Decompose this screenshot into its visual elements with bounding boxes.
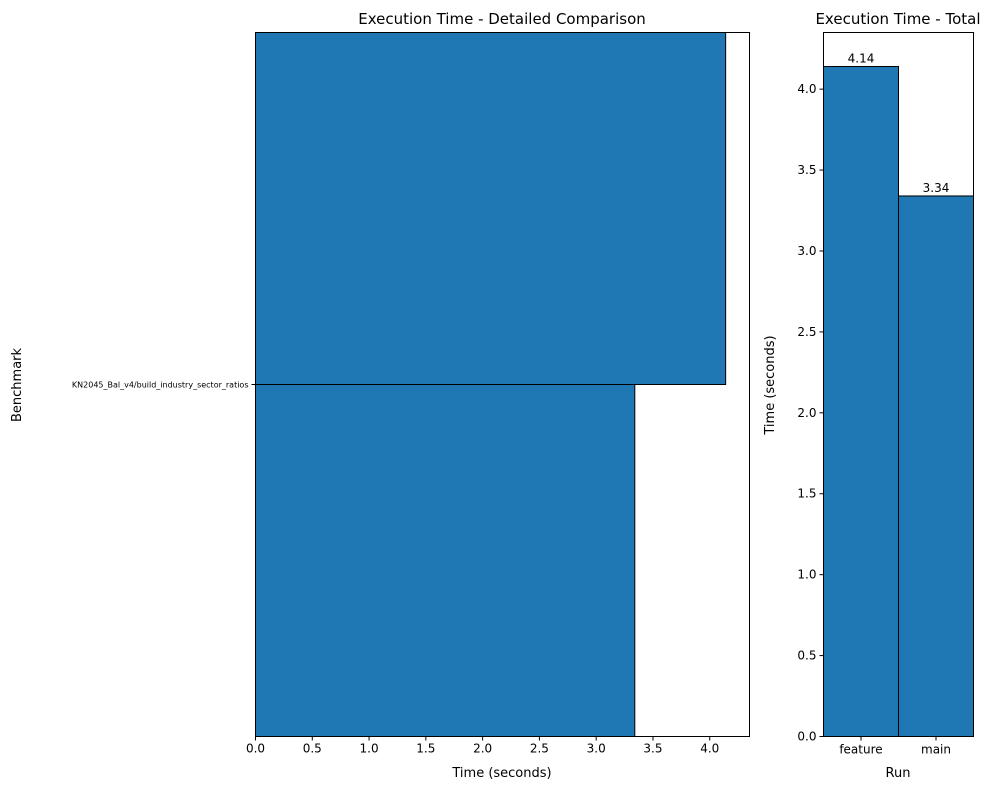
right-bar-value-label: 4.14 [848,51,875,65]
right-data-labels: 4.14 3.34 [848,51,950,194]
left-bar-series-2 [255,384,636,737]
left-x-tick-label: 0.0 [246,742,265,756]
right-y-tick-label: 2.5 [797,325,816,339]
right-y-tick-label: 3.5 [797,163,816,177]
left-chart-title: Execution Time - Detailed Comparison [358,10,646,28]
left-x-tick-label: 1.5 [416,742,435,756]
left-x-tick-label: 3.5 [643,742,662,756]
left-x-tick-label: 0.5 [303,742,322,756]
right-bar-feature [823,65,899,737]
right-y-ticks: 0.0 0.5 1.0 1.5 2.0 2.5 3.0 3.5 4.0 [797,82,824,744]
detailed-comparison-panel: Execution Time - Detailed Comparison 0.0… [10,10,750,781]
left-x-axis-label: Time (seconds) [451,766,551,781]
total-panel: Execution Time - Total feature main 0.00.… [763,10,981,781]
right-bar-main [898,195,974,738]
right-chart-title: Execution Time - Total [815,10,980,28]
right-y-tick-label: 4.0 [797,82,816,96]
left-y-tick-label: KN2045_Bal_v4/build_industry_sector_rati… [72,381,249,390]
left-x-ticks: 0.0 0.5 1.0 1.5 2.0 2.5 3.0 3.5 4.0 [246,736,719,756]
left-x-tick-label: 3.0 [587,742,606,756]
right-y-tick-label: 1.5 [797,487,816,501]
right-y-tick-label: 0.5 [797,649,816,663]
right-x-ticks: feature main [839,736,951,757]
right-y-tick-label: 3.0 [797,244,816,258]
right-bar-value-label: 3.34 [923,181,950,195]
left-x-tick-label: 2.5 [530,742,549,756]
right-x-axis-label: Run [886,766,911,781]
right-y-axis-label: Time (seconds) [763,335,778,435]
left-x-tick-label: 4.0 [700,742,719,756]
left-y-axis-label: Benchmark [10,348,25,423]
right-plot-frame [823,32,974,737]
left-bars-group [255,32,727,737]
right-x-tick-label: main [921,743,951,757]
right-x-tick-label: feature [839,743,882,757]
right-bars-group [823,65,974,738]
left-bar-series-1 [255,32,727,385]
left-x-tick-label: 2.0 [473,742,492,756]
left-y-ticks: KN2045_Bal_v4/build_industry_sector_rati… [72,381,256,390]
right-y-tick-label: 2.0 [797,406,816,420]
right-y-tick-label: 0.0 [797,730,816,744]
right-y-tick-label: 1.0 [797,568,816,582]
left-x-tick-label: 1.0 [360,742,379,756]
